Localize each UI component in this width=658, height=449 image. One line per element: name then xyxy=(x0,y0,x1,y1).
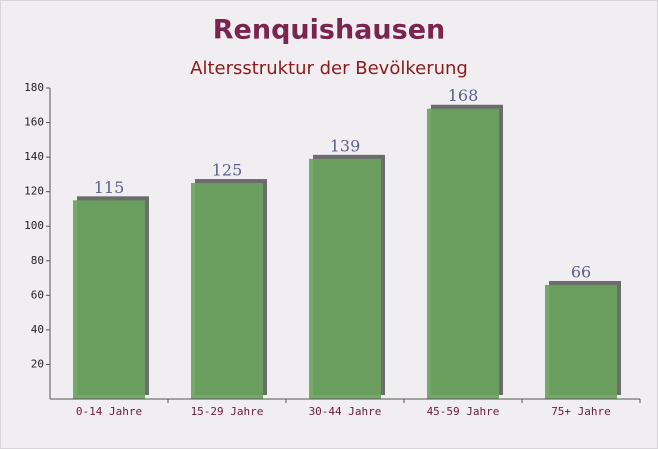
y-tick-label: 100 xyxy=(24,219,44,232)
value-label: 115 xyxy=(94,178,125,197)
y-tick-label: 140 xyxy=(24,150,44,163)
y-tick-label: 180 xyxy=(24,81,44,94)
value-label: 125 xyxy=(212,161,243,180)
x-tick-label: 75+ Jahre xyxy=(551,405,611,418)
chart-title: Renquishausen xyxy=(213,15,445,46)
y-tick-label: 160 xyxy=(24,116,44,129)
bar xyxy=(545,284,617,399)
bar xyxy=(427,108,499,399)
y-tick-label: 80 xyxy=(31,254,44,267)
y-tick-label: 40 xyxy=(31,323,44,336)
x-tick-label: 30-44 Jahre xyxy=(309,405,382,418)
bar xyxy=(309,158,381,399)
value-label: 139 xyxy=(330,136,361,155)
value-label: 168 xyxy=(448,86,479,105)
x-tick-label: 15-29 Jahre xyxy=(191,405,264,418)
y-tick-label: 120 xyxy=(24,185,44,198)
y-tick-label: 60 xyxy=(31,288,44,301)
value-label: 66 xyxy=(571,262,591,281)
bar xyxy=(191,183,263,399)
chart-subtitle: Altersstruktur der Bevölkerung xyxy=(190,58,468,79)
x-tick-label: 0-14 Jahre xyxy=(76,405,142,418)
x-tick-label: 45-59 Jahre xyxy=(427,405,500,418)
y-tick-label: 20 xyxy=(31,357,44,370)
bar xyxy=(73,200,145,399)
